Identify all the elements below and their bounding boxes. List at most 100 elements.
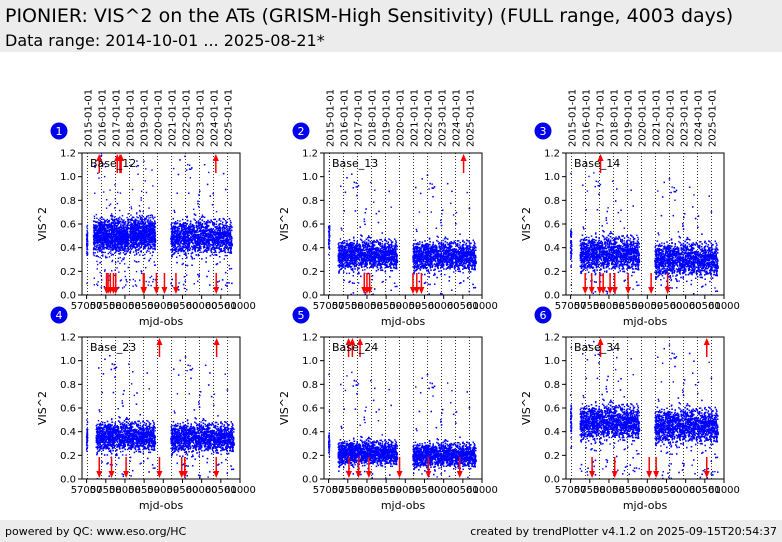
data-point [186, 264, 189, 267]
data-point [130, 206, 133, 208]
data-point [141, 270, 143, 273]
data-point [99, 217, 101, 220]
data-point [140, 243, 142, 245]
data-point [226, 237, 229, 240]
data-point [229, 238, 232, 241]
data-point [97, 281, 99, 283]
data-point [174, 221, 177, 223]
data-point [201, 236, 203, 239]
data-point [121, 243, 123, 245]
data-point [191, 167, 193, 169]
data-point [222, 241, 224, 243]
data-point [122, 242, 125, 244]
data-point [120, 246, 122, 248]
data-point [216, 247, 218, 249]
data-point [206, 224, 209, 226]
data-point [176, 219, 179, 222]
data-point [114, 224, 117, 226]
data-point [92, 251, 95, 254]
data-point [123, 229, 126, 232]
data-point [98, 236, 100, 238]
data-point [121, 244, 123, 246]
data-point [130, 208, 133, 210]
data-point [206, 243, 208, 245]
data-point [149, 226, 151, 228]
data-point [115, 244, 118, 246]
data-point [135, 253, 138, 256]
data-point [94, 243, 97, 245]
data-point [219, 250, 222, 253]
data-point [108, 241, 110, 244]
data-point [224, 251, 226, 253]
data-point [206, 222, 209, 224]
data-point [137, 165, 139, 167]
data-point [129, 232, 132, 234]
data-point [111, 216, 113, 218]
data-point [215, 223, 218, 226]
data-point [136, 231, 138, 234]
data-point [103, 236, 105, 239]
data-point [99, 219, 101, 222]
data-point [101, 226, 103, 228]
data-point [116, 202, 119, 205]
data-point [227, 241, 229, 243]
data-point [141, 240, 144, 242]
data-point [133, 223, 136, 225]
data-point [171, 255, 173, 257]
data-point [94, 234, 97, 237]
data-point [100, 249, 102, 251]
data-point [111, 238, 113, 240]
data-point [228, 251, 230, 253]
data-point [151, 215, 153, 217]
data-point [131, 217, 133, 219]
data-point [210, 229, 212, 231]
data-point [119, 232, 121, 235]
data-point [116, 247, 118, 250]
data-point [189, 238, 191, 241]
data-point [129, 220, 131, 222]
data-point [138, 234, 140, 237]
data-point [96, 238, 98, 240]
data-point [140, 197, 142, 199]
data-point [133, 230, 135, 232]
data-point [141, 233, 144, 235]
data-point [127, 226, 129, 229]
data-point [154, 248, 156, 251]
data-point [110, 223, 113, 225]
data-point [122, 220, 124, 222]
data-point [207, 235, 209, 238]
data-point [144, 220, 146, 222]
data-point [217, 247, 219, 249]
data-point [152, 223, 154, 225]
data-point [96, 283, 98, 285]
data-point [171, 232, 173, 234]
data-point [137, 249, 140, 251]
data-point [183, 226, 185, 229]
data-point [126, 216, 128, 219]
data-point [219, 241, 221, 244]
data-point [126, 240, 129, 242]
data-point [137, 238, 139, 241]
data-point [115, 236, 117, 238]
data-point [140, 190, 143, 193]
data-point [190, 233, 192, 235]
data-point [192, 241, 194, 244]
data-point [100, 236, 103, 238]
data-point [146, 243, 149, 245]
data-point [99, 246, 101, 248]
data-point [144, 227, 146, 229]
header-bar: PIONIER: VIS^2 on the ATs (GRISM-High Se… [0, 0, 782, 52]
data-point [98, 239, 100, 242]
data-point [130, 240, 133, 242]
data-point [97, 248, 100, 250]
data-point [180, 250, 182, 253]
data-point [202, 241, 205, 243]
data-point [103, 224, 105, 227]
data-point [153, 223, 156, 225]
data-point [211, 253, 214, 256]
data-point [114, 246, 117, 249]
data-point [204, 234, 206, 237]
data-point [109, 229, 111, 231]
data-point [199, 242, 201, 244]
data-point [122, 222, 124, 224]
